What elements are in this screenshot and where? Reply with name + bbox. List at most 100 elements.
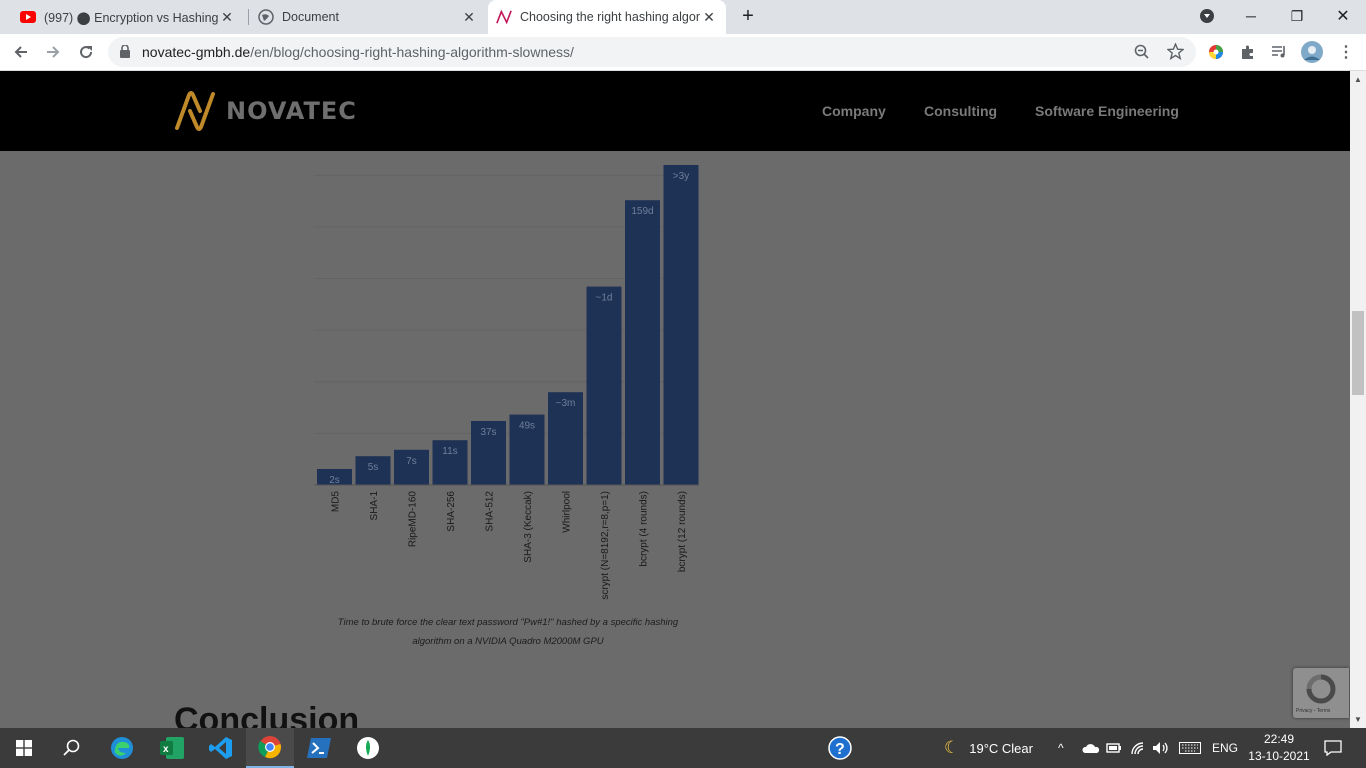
tab-document[interactable]: Document ✕ [250,0,486,34]
windows-start-icon[interactable] [0,728,48,768]
reload-icon[interactable] [72,38,100,66]
data-label: 2s [329,475,340,486]
nav-company[interactable]: Company [822,103,886,119]
close-window-icon[interactable]: ✕ [1336,8,1350,25]
data-label: 37s [480,427,496,438]
chart-caption-line2: algorithm on a NVIDIA Quadro M2000M GPU [412,636,604,647]
site-header: NOVATEC Company Consulting Software Engi… [0,71,1350,151]
section-heading: Conclusion [174,701,360,728]
powershell-icon[interactable] [295,728,343,768]
excel-icon[interactable]: x [148,728,196,768]
clock[interactable]: 22:49 13-10-2021 [1248,728,1310,768]
page-scrollbar[interactable]: ▲ ▼ [1350,71,1366,728]
data-label: 159d [631,206,653,217]
scroll-up-arrow[interactable]: ▲ [1354,75,1362,84]
svg-text:x: x [163,744,169,755]
vscode-icon[interactable] [197,728,245,768]
clock-time: 22:49 [1263,732,1295,746]
menu-kebab-icon[interactable]: ⋮ [1338,44,1354,61]
chart-bar [394,449,429,485]
x-tick-label: MD5 [331,491,342,513]
weather-widget[interactable]: ☾ 19°C Clear [944,728,1033,768]
language-indicator[interactable]: ENG [1212,741,1239,755]
mongodb-compass-icon[interactable] [344,728,392,768]
recaptcha-terms[interactable]: Privacy - Terms [1296,708,1331,714]
chrome-icon[interactable] [246,728,294,768]
back-icon[interactable] [7,38,35,66]
nav-software-engineering[interactable]: Software Engineering [1035,103,1179,119]
scroll-thumb[interactable] [1352,311,1364,395]
chart-bar [663,165,699,485]
profile-avatar[interactable] [1298,38,1326,66]
browser-toolbar: novatec-gmbh.de/en/blog/choosing-right-h… [0,34,1366,71]
x-tick-label: SHA-3 (Keccak) [523,491,534,563]
x-tick-label: SHA-512 [485,491,496,532]
restore-icon[interactable]: ❐ [1290,7,1304,24]
windows-taskbar: x ? ☾ 19°C Clear ^ ENG 22:49 13-10-2021 [0,728,1366,768]
extensions-puzzle-icon[interactable] [1234,38,1262,66]
x-tick-label: scrypt (N=8192,r=8,p=1) [600,491,611,600]
lock-icon[interactable] [120,44,130,63]
tab-search-icon[interactable] [1184,0,1230,32]
close-icon[interactable]: ✕ [463,8,475,25]
chart-caption-line1: Time to brute force the clear text passw… [337,617,679,628]
url-path: /en/blog/choosing-right-hashing-algorith… [250,44,574,60]
svg-text:?: ? [835,741,845,758]
close-icon[interactable]: ✕ [221,8,233,25]
scroll-down-arrow[interactable]: ▼ [1354,715,1362,724]
minimize-icon[interactable]: ─ [1246,8,1256,24]
chart-bar [317,469,352,485]
new-tab-button[interactable]: + [742,4,754,27]
data-label: 49s [519,421,535,432]
address-bar[interactable]: novatec-gmbh.de/en/blog/choosing-right-h… [108,37,1196,67]
tab-youtube[interactable]: (997) ⬤ Encryption vs Hashing | ✕ [12,0,244,34]
show-hidden-icons[interactable]: ^ [1058,741,1064,755]
chart-bar [509,414,545,485]
media-control-icon[interactable] [1265,38,1293,66]
novatec-logo-icon [175,91,215,131]
wifi-icon[interactable] [1130,728,1146,768]
moon-icon: ☾ [944,738,960,757]
color-extension-icon[interactable] [1202,38,1230,66]
x-tick-label: bcrypt (12 rounds) [677,491,688,572]
x-tick-label: RipeMD-160 [408,491,419,548]
search-icon[interactable] [48,728,96,768]
chart-bar [625,200,660,485]
site-logo[interactable]: NOVATEC [174,91,357,131]
notification-icon[interactable] [1324,728,1342,768]
tab-title: (997) ⬤ Encryption vs Hashing | [44,10,218,25]
chart-bar [355,456,391,485]
tab-novatec[interactable]: Choosing the right hashing algor ✕ [488,0,726,34]
chart-bar [471,421,506,485]
tab-strip: (997) ⬤ Encryption vs Hashing | ✕ Docume… [0,0,1366,34]
x-tick-label: Whirlpool [562,491,573,533]
battery-icon[interactable] [1106,728,1122,768]
data-label: 7s [406,456,417,467]
help-icon[interactable]: ? [816,728,864,768]
x-tick-label: SHA-256 [446,491,457,532]
zoom-icon[interactable] [1134,44,1150,65]
chart-bar [432,440,468,485]
x-tick-label: SHA-1 [369,491,380,521]
page-viewport: NOVATEC Company Consulting Software Engi… [0,71,1350,728]
recaptcha-icon [1306,674,1336,704]
recaptcha-badge[interactable] [1293,668,1349,718]
novatec-icon [496,9,512,25]
nav-consulting[interactable]: Consulting [924,103,998,119]
data-label: >3y [673,171,689,182]
volume-icon[interactable] [1152,728,1170,768]
data-label: ~1d [596,293,613,304]
onedrive-icon[interactable] [1082,728,1100,768]
tab-divider [248,9,249,25]
close-icon[interactable]: ✕ [703,8,715,25]
forward-icon[interactable] [39,38,67,66]
edge-icon[interactable] [98,728,146,768]
chart-bar [586,286,622,485]
bookmark-star-icon[interactable] [1166,42,1185,65]
data-label: 5s [368,462,379,473]
logo-text: NOVATEC [226,97,357,125]
globe-icon [258,9,274,25]
keyboard-icon[interactable] [1179,728,1201,768]
url-text: novatec-gmbh.de/en/blog/choosing-right-h… [142,44,574,60]
weather-text: 19°C Clear [969,740,1033,756]
